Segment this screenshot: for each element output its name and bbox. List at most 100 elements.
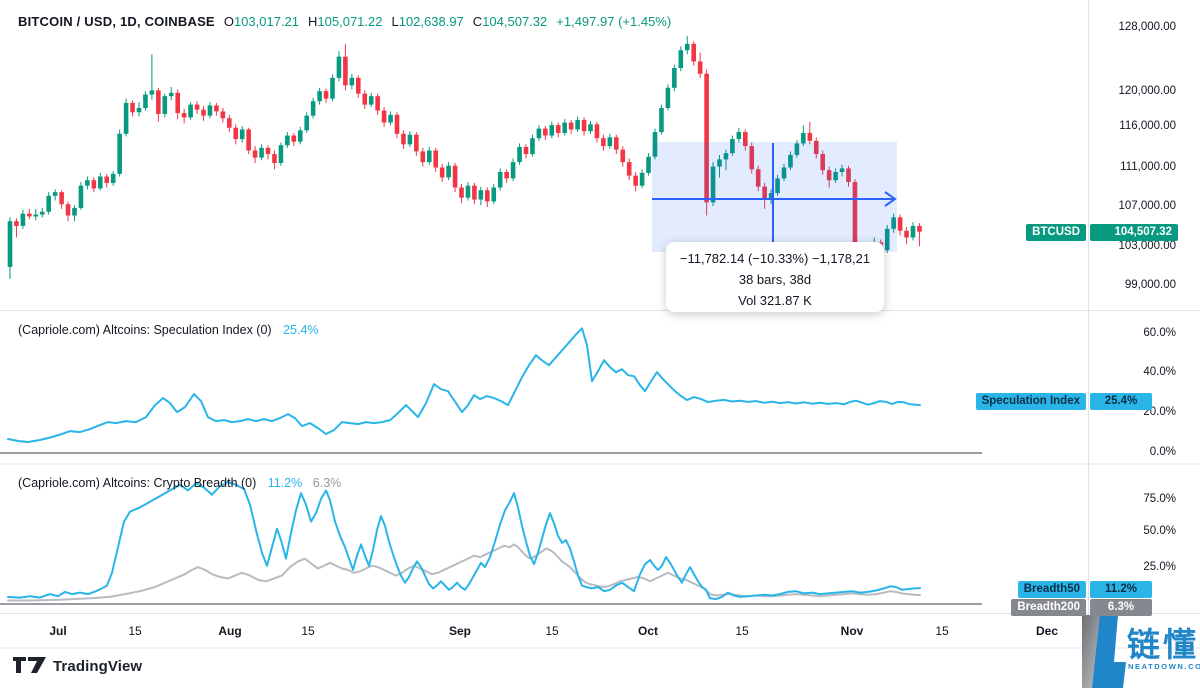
candle-body [684, 43, 690, 51]
time-tick-15[interactable]: 15 [545, 624, 559, 638]
candle-body [736, 132, 742, 140]
candle-body [891, 217, 896, 229]
candle-body [710, 166, 716, 203]
candle-body [904, 230, 909, 238]
candle-body [452, 165, 458, 188]
change-value: +1,497.97 (+1.45%) [556, 14, 672, 29]
candle-body [420, 151, 426, 163]
candle-body [343, 56, 348, 86]
price-tick[interactable]: 107,000.00 [1118, 200, 1176, 212]
time-tick-15[interactable]: 15 [735, 624, 749, 638]
measure-arrow-head [884, 191, 897, 207]
candle-body [233, 127, 239, 140]
tradingview-logo-text: TradingView [53, 657, 143, 675]
speculation-index-line [7, 327, 921, 443]
symbol-header: BITCOIN / USD, 1D, COINBASE O103,017.21 H1… [18, 14, 671, 29]
candle-body [20, 213, 26, 226]
speculation-title-text[interactable]: (Capriole.com) Altcoins: Speculation Ind… [18, 323, 272, 337]
candle-body [375, 96, 380, 111]
candle-body [472, 185, 477, 200]
candle-body [291, 135, 297, 142]
price-tick[interactable]: 120,000.00 [1118, 85, 1176, 97]
price-tick[interactable]: 128,000.00 [1118, 21, 1176, 33]
candle-body [491, 187, 497, 202]
candle-body [72, 207, 77, 216]
ohlc-key: L [391, 14, 399, 29]
measure-tooltip[interactable]: −11,782.14 (−10.33%) −1,178,21 38 bars, … [666, 242, 884, 312]
candle-body [85, 180, 90, 186]
breadth50-value-chip: 11.2% [1090, 581, 1152, 598]
price-tick[interactable]: 111,000.00 [1120, 161, 1176, 173]
measure-box[interactable] [652, 142, 897, 252]
speculation-tick[interactable]: 60.0% [1143, 327, 1176, 339]
candle-body [414, 134, 419, 152]
candle-body [123, 102, 129, 134]
candle-body [168, 92, 174, 97]
candle-body [207, 105, 213, 116]
price-tick[interactable]: 103,000.00 [1118, 240, 1176, 252]
tradingview-logo-icon [13, 657, 46, 673]
breadth-title-value-200: 6.3% [312, 476, 342, 490]
candle-body [588, 124, 593, 132]
candle-body [672, 68, 677, 88]
candle-body [265, 147, 271, 155]
breadth-tick[interactable]: 75.0% [1143, 493, 1176, 505]
candle-body [465, 185, 471, 198]
breadth-tick[interactable]: 25.0% [1143, 561, 1176, 573]
candle-body [239, 129, 245, 140]
candle-body [581, 119, 587, 132]
candle-body [52, 192, 58, 196]
candle-body [14, 221, 19, 226]
candle-body [555, 125, 561, 133]
breadth-tick[interactable]: 50.0% [1143, 525, 1176, 537]
time-tick-oct[interactable]: Oct [637, 624, 659, 638]
candle-body [259, 147, 264, 158]
time-tick-jul[interactable]: Jul [49, 624, 67, 638]
ohlc-value: 102,638.97 [398, 14, 464, 29]
price-tick[interactable]: 116,000.00 [1119, 120, 1176, 132]
time-tick-15[interactable]: 15 [301, 624, 315, 638]
ohlc-key: O [223, 14, 234, 29]
candle-body [246, 129, 251, 151]
tradingview-attribution[interactable]: TradingView [13, 656, 142, 676]
breadth200-label: Breadth200 [1011, 599, 1086, 616]
price-tick[interactable]: 99,000.00 [1124, 279, 1176, 291]
speculation-tick[interactable]: 40.0% [1143, 366, 1176, 378]
breadth50-label: Breadth50 [1017, 581, 1086, 598]
time-tick-nov[interactable]: Nov [840, 624, 864, 638]
candle-body [749, 146, 755, 170]
time-tick-15[interactable]: 15 [128, 624, 142, 638]
neatdown-cn-text: 链懂 [1127, 626, 1199, 663]
candle-body [336, 56, 342, 78]
speculation-index-value-chip: 25.4% [1090, 393, 1152, 410]
candle-body [523, 146, 529, 155]
candle-body [98, 176, 103, 189]
candle-body [813, 140, 819, 155]
candle-body [601, 138, 606, 147]
candle-body [181, 113, 187, 118]
breadth-title-text[interactable]: (Capriole.com) Altcoins: Crypto Breadth … [18, 476, 257, 490]
speculation-tick[interactable]: 0.0% [1149, 446, 1176, 458]
time-tick-dec[interactable]: Dec [1035, 624, 1059, 638]
candle-body [426, 150, 432, 163]
candle-body [568, 122, 574, 130]
candle-body [104, 176, 110, 183]
candle-body [227, 118, 232, 128]
time-tick-15[interactable]: 15 [935, 624, 949, 638]
time-tick-sep[interactable]: Sep [448, 624, 472, 638]
candle-body [162, 96, 168, 114]
candle-body [214, 105, 219, 112]
time-tick-aug[interactable]: Aug [218, 624, 242, 638]
candle-body [762, 186, 767, 200]
candle-body [833, 172, 838, 181]
candle-body [278, 145, 284, 163]
candle-body [801, 132, 806, 144]
candle-body [485, 190, 490, 202]
candle-body [910, 225, 916, 238]
candle-body [201, 109, 206, 116]
symbol-title[interactable]: BITCOIN / USD, 1D, COINBASE [18, 14, 215, 29]
candle-body [317, 91, 322, 102]
measure-volume: Vol 321.87 K [738, 293, 812, 308]
candle-body [297, 130, 303, 142]
